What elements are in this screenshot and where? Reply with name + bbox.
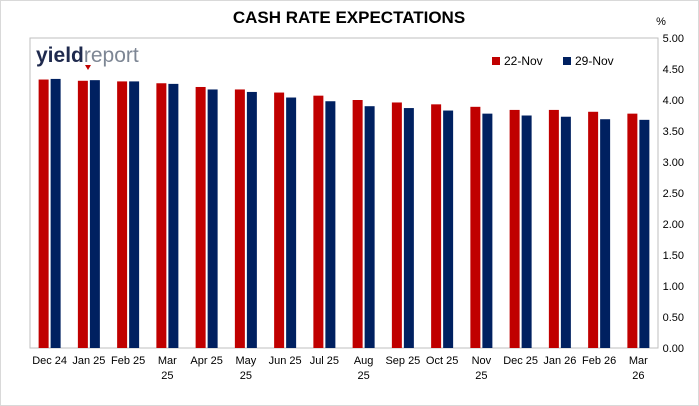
x-tick-label-feb-26: Feb 26 — [582, 355, 616, 367]
logo-wordmark: yieldreport — [36, 44, 139, 67]
legend-swatch-29-nov — [563, 57, 571, 65]
yieldreport-logo: yieldreport — [36, 44, 139, 70]
bar-22-nov-aug-25 — [352, 100, 363, 348]
x-tick-label-may-25: May 25 — [235, 355, 256, 382]
bar-22-nov-apr-25 — [195, 86, 206, 348]
bar-22-nov-oct-25 — [431, 104, 442, 348]
bar-29-nov-may-25 — [246, 91, 257, 348]
y-tick-label-0-00: 0.00 — [663, 343, 684, 355]
bar-29-nov-oct-25 — [443, 110, 454, 348]
y-tick-label-3-50: 3.50 — [663, 126, 684, 138]
y-tick-label-1-00: 1.00 — [663, 281, 684, 293]
bar-22-nov-sep-25 — [391, 102, 402, 348]
bar-29-nov-jun-25 — [286, 97, 297, 349]
bar-22-nov-jun-25 — [274, 92, 285, 348]
legend-swatch-22-nov — [492, 57, 500, 65]
x-tick-label-jan-25: Jan 25 — [72, 355, 105, 367]
y-axis-unit: % — [656, 16, 666, 28]
y-tick-label-2-00: 2.00 — [663, 219, 684, 231]
x-tick-label-oct-25: Oct 25 — [426, 355, 458, 367]
y-tick-label-0-50: 0.50 — [663, 312, 684, 324]
bar-29-nov-nov-25 — [482, 113, 493, 348]
y-tick-label-2-50: 2.50 — [663, 188, 684, 200]
y-tick-label-5-00: 5.00 — [663, 33, 684, 45]
bar-22-nov-jan-25 — [77, 80, 88, 348]
bar-22-nov-nov-25 — [470, 106, 481, 348]
y-tick-label-4-00: 4.00 — [663, 95, 684, 107]
x-tick-label-nov-25: Nov 25 — [472, 355, 492, 382]
chart-title: CASH RATE EXPECTATIONS — [233, 8, 465, 27]
bar-29-nov-mar-25 — [168, 83, 179, 348]
bar-29-nov-jan-26 — [560, 116, 571, 349]
bar-29-nov-dec-25 — [521, 115, 532, 348]
bar-22-nov-feb-25 — [117, 81, 128, 349]
x-axis: Dec 24 Jan 25 Feb 25 Mar 25 Apr 25 May 25 Jun 25… — [32, 355, 648, 382]
bar-29-nov-mar-26 — [639, 119, 650, 348]
bar-29-nov-dec-24 — [50, 78, 61, 349]
x-tick-label-jul-25: Jul 25 — [310, 355, 339, 367]
legend-label-22-nov: 22-Nov — [504, 54, 543, 68]
bar-22-nov-dec-25 — [509, 109, 520, 348]
x-tick-label-dec-24: Dec 24 — [32, 355, 67, 367]
x-tick-label-dec-25: Dec 25 — [503, 355, 538, 367]
x-tick-label-apr-25: Apr 25 — [190, 355, 222, 367]
x-tick-label-jan-26: Jan 26 — [543, 355, 576, 367]
bar-22-nov-feb-26 — [588, 111, 599, 348]
bar-22-nov-jul-25 — [313, 95, 324, 348]
bar-29-nov-jul-25 — [325, 101, 336, 349]
logo-arrow-icon — [85, 65, 91, 70]
logo-yield-text: yield — [36, 44, 84, 67]
bar-29-nov-aug-25 — [364, 106, 375, 348]
y-tick-label-3-00: 3.00 — [663, 157, 684, 169]
x-tick-label-feb-25: Feb 25 — [111, 355, 145, 367]
bar-29-nov-sep-25 — [403, 108, 414, 348]
bar-29-nov-jan-25 — [89, 80, 100, 348]
bar-29-nov-apr-25 — [207, 89, 218, 349]
bar-22-nov-dec-24 — [38, 79, 49, 348]
bar-22-nov-may-25 — [234, 89, 245, 349]
bar-22-nov-mar-26 — [627, 113, 638, 348]
legend: 22-Nov 29-Nov — [492, 54, 614, 68]
y-tick-label-4-50: 4.50 — [663, 64, 684, 76]
bar-29-nov-feb-25 — [129, 81, 140, 349]
y-tick-label-1-50: 1.50 — [663, 250, 684, 262]
x-tick-label-mar-25: Mar 25 — [158, 355, 177, 382]
y-axis: 0.00 0.50 1.00 1.50 2.00 2.50 3.00 3.50 4.00 4.50… — [663, 33, 684, 355]
x-tick-label-mar-26: Mar 26 — [629, 355, 648, 382]
legend-label-29-nov: 29-Nov — [575, 54, 614, 68]
x-tick-label-jun-25: Jun 25 — [269, 355, 302, 367]
logo-report-text: report — [84, 44, 139, 67]
x-tick-label-sep-25: Sep 25 — [385, 355, 420, 367]
bar-series-group — [38, 78, 650, 349]
bar-22-nov-jan-26 — [548, 109, 559, 348]
bar-22-nov-mar-25 — [156, 83, 167, 348]
bar-29-nov-feb-26 — [600, 119, 611, 348]
x-tick-label-aug-25: Aug 25 — [354, 355, 374, 382]
